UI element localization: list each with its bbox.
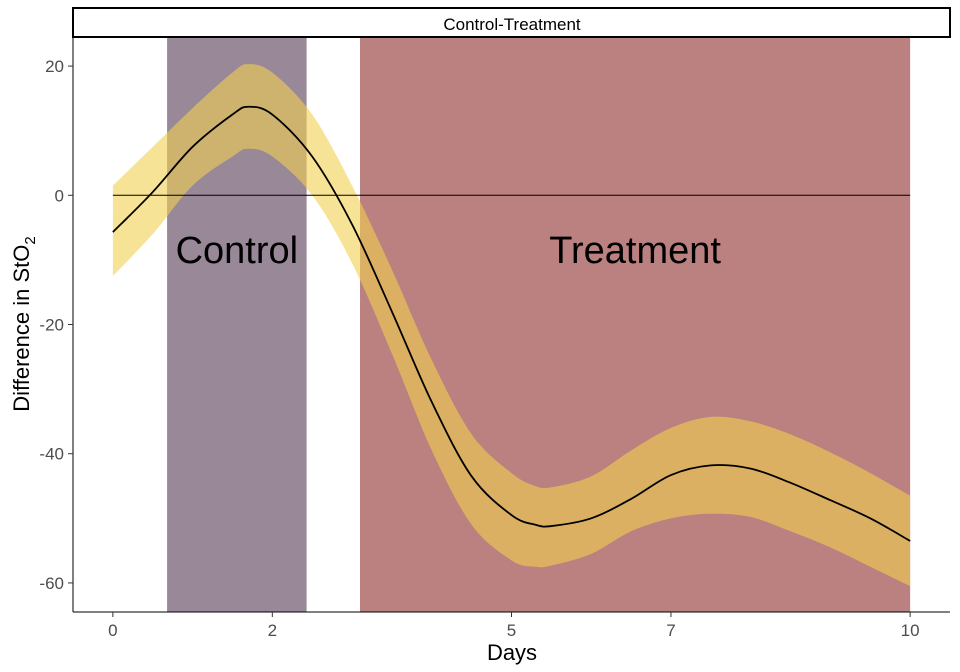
y-tick-label: 0 (55, 186, 64, 205)
confidence-band (112, 64, 911, 587)
y-tick-label: -60 (39, 574, 64, 593)
y-tick-label: 20 (45, 57, 64, 76)
x-tick-label: 10 (901, 621, 920, 640)
x-tick-label: 2 (268, 621, 277, 640)
confidence-ribbon (112, 64, 911, 587)
region-labels: Control Treatment (176, 230, 722, 272)
fitted-line (112, 105, 911, 542)
facet-title: Control-Treatment (443, 15, 581, 34)
y-tick-label: -40 (39, 445, 64, 464)
y-tick-label: -20 (39, 316, 64, 335)
x-axis-ticks: 0 2 5 7 10 (108, 612, 920, 640)
y-axis-label-main: Difference in StO (9, 245, 34, 412)
y-axis-ticks: -60 -40 -20 0 20 (39, 57, 73, 593)
x-axis-label: Days (487, 640, 537, 665)
x-tick-label: 7 (666, 621, 675, 640)
region-label-treatment: Treatment (549, 230, 721, 272)
y-axis-label: Difference in StO2 (9, 236, 39, 411)
x-tick-label: 0 (108, 621, 117, 640)
fitted-curve (112, 105, 911, 542)
region-label-control: Control (176, 230, 299, 272)
x-tick-label: 5 (507, 621, 516, 640)
facet-strip (72, 7, 951, 38)
y-axis-label-subscript: 2 (22, 236, 39, 244)
